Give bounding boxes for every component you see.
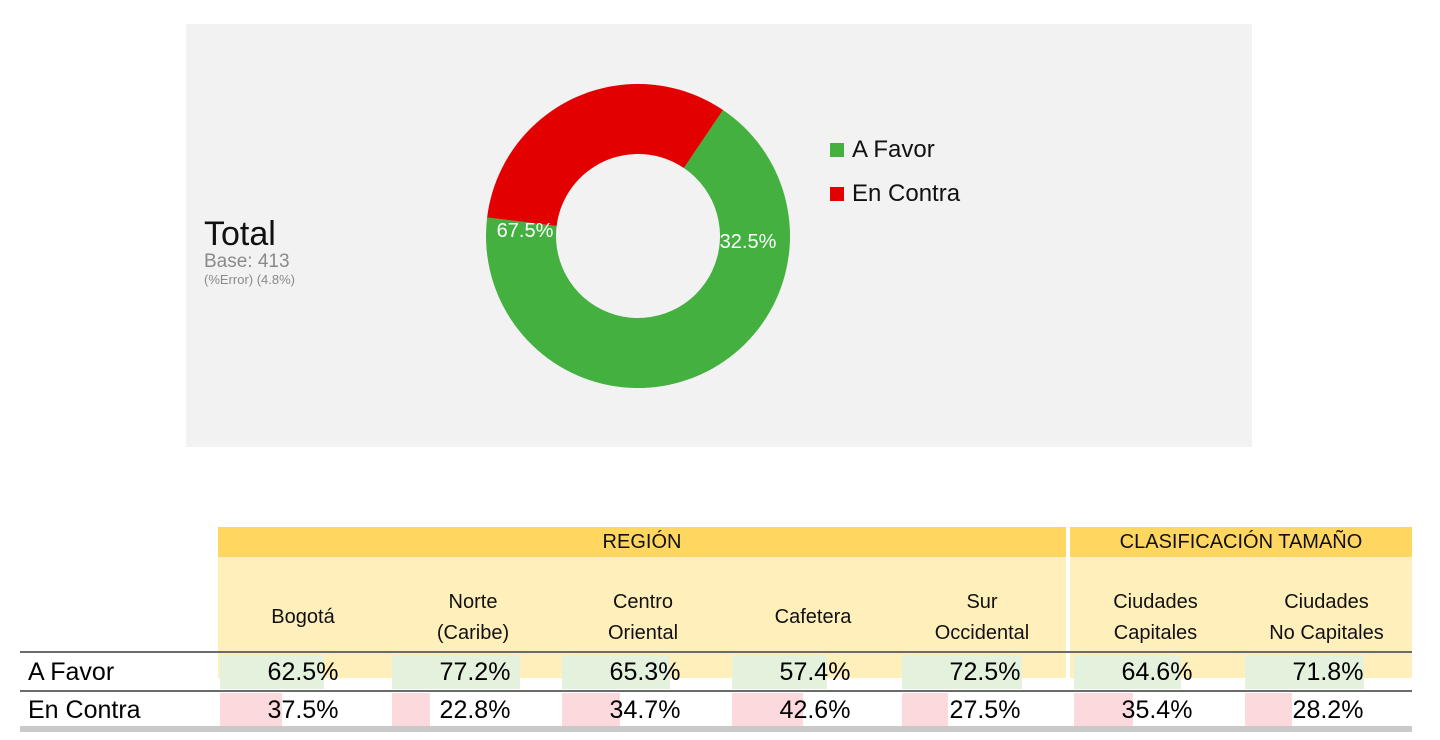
cell-value-bar: [1245, 693, 1292, 727]
summary-title: Total: [204, 215, 276, 253]
cell-value-bar: [220, 693, 283, 727]
cell-value: 57.4%: [779, 658, 851, 686]
table-cell: 62.5%: [220, 655, 386, 689]
chart-legend: A Favor En Contra: [830, 128, 960, 216]
results-table: REGIÓN CLASIFICACIÓN TAMAÑO Bogotá Norte…: [0, 527, 1440, 740]
table-cell: 22.8%: [392, 693, 558, 727]
col-header-label: Bogotá: [271, 606, 335, 628]
col-header-label: Centro Oriental: [607, 590, 679, 644]
table-cell: 42.6%: [732, 693, 898, 727]
cell-value-bar: [732, 655, 828, 689]
table-cell: 64.6%: [1074, 655, 1240, 689]
col-header-label: Norte (Caribe): [436, 590, 510, 644]
legend-swatch-en-contra: [830, 187, 844, 201]
data-label-en-contra: 32.5%: [720, 231, 777, 253]
cell-value: 35.4%: [1121, 696, 1193, 724]
cell-value-bar: [1074, 655, 1182, 689]
summary-base: Base: 413: [204, 251, 290, 272]
donut-slice-en-contra: [487, 84, 723, 227]
cell-value: 22.8%: [439, 696, 511, 724]
cell-value: 34.7%: [609, 696, 681, 724]
cell-value: 77.2%: [439, 658, 511, 686]
cell-value-bar: [562, 655, 671, 689]
cell-value-bar: [392, 655, 521, 689]
row-label-a-favor: A Favor: [28, 658, 115, 686]
table-cell: 27.5%: [902, 693, 1068, 727]
col-header-label: Ciudades Capitales: [1113, 590, 1198, 644]
legend-label-a-favor: A Favor: [852, 136, 935, 163]
cell-value-bar: [562, 693, 620, 727]
table-bottom-rule: [20, 726, 1412, 732]
cell-value-bar: [1245, 655, 1365, 689]
table-cell: 71.8%: [1245, 655, 1411, 689]
table-cell: 35.4%: [1074, 693, 1240, 727]
legend-swatch-a-favor: [830, 143, 844, 157]
cell-value: 28.2%: [1292, 696, 1364, 724]
group-header-clasificacion: CLASIFICACIÓN TAMAÑO: [1070, 527, 1412, 557]
legend-label-en-contra: En Contra: [852, 180, 961, 207]
cell-value-bar: [1074, 693, 1133, 727]
cell-value: 65.3%: [609, 658, 681, 686]
data-label-a-favor: 67.5%: [497, 220, 554, 242]
table-cell: 34.7%: [562, 693, 728, 727]
cell-value: 64.6%: [1121, 658, 1193, 686]
cell-value: 42.6%: [779, 696, 851, 724]
cell-value-bar: [220, 655, 324, 689]
donut-chart: 67.5% 32.5%: [486, 84, 790, 389]
cell-value: 37.5%: [267, 696, 339, 724]
legend-item-a-favor: A Favor: [830, 128, 960, 172]
row-divider-top: [20, 651, 1412, 653]
summary-error: (%Error) (4.8%): [204, 272, 296, 287]
cell-value-bar: [902, 693, 948, 727]
table-cell: 28.2%: [1245, 693, 1411, 727]
col-header-label: Ciudades No Capitales: [1269, 590, 1384, 644]
table-cell: 77.2%: [392, 655, 558, 689]
summary-block: Total Base: 413 (%Error) (4.8%): [204, 216, 295, 288]
table-cell: 65.3%: [562, 655, 728, 689]
group-separator: [1066, 527, 1070, 727]
col-header-label: Cafetera: [774, 606, 852, 628]
col-header-label: Sur Occidental: [934, 590, 1030, 644]
cell-value: 71.8%: [1292, 658, 1364, 686]
cell-value: 27.5%: [949, 696, 1021, 724]
row-divider-middle: [20, 690, 1412, 692]
cell-value: 62.5%: [267, 658, 339, 686]
table-cell: 37.5%: [220, 693, 386, 727]
legend-item-en-contra: En Contra: [830, 172, 960, 216]
row-label-en-contra: En Contra: [28, 696, 141, 724]
table-cell: 57.4%: [732, 655, 898, 689]
table-cell: 72.5%: [902, 655, 1068, 689]
group-header-region: REGIÓN: [218, 527, 1066, 557]
cell-value-bar: [392, 693, 430, 727]
cell-value-bar: [902, 655, 1023, 689]
donut-slice-a-favor: [486, 109, 790, 389]
cell-value: 72.5%: [949, 658, 1021, 686]
chart-panel: Total Base: 413 (%Error) (4.8%) 67.5% 32.…: [186, 24, 1252, 447]
cell-value-bar: [732, 693, 803, 727]
